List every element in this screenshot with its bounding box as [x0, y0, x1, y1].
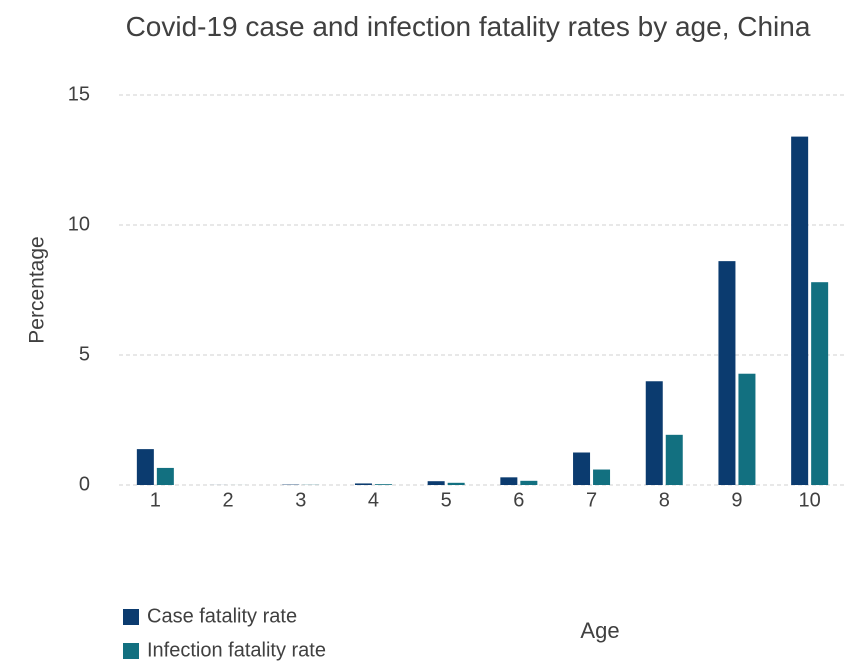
- bar: [573, 452, 591, 485]
- y-axis-label: Percentage: [26, 236, 49, 343]
- bar: [811, 282, 829, 485]
- bar: [645, 381, 663, 485]
- legend-label: Infection fatality rate: [147, 639, 326, 661]
- bar: [520, 480, 538, 485]
- x-tick-label: 2: [222, 489, 233, 511]
- legend-label: Case fatality rate: [147, 605, 297, 627]
- y-tick-label: 0: [79, 473, 90, 495]
- bar: [738, 373, 756, 485]
- x-tick-label: 4: [368, 489, 379, 511]
- x-tick-label: 5: [441, 489, 452, 511]
- x-tick-label: 8: [659, 489, 670, 511]
- chart-title: Covid-19 case and infection fatality rat…: [125, 11, 811, 42]
- legend-swatch: [123, 609, 139, 625]
- legend-swatch: [123, 643, 139, 659]
- x-tick-label: 10: [799, 489, 821, 511]
- bar: [156, 467, 174, 485]
- x-tick-label: 9: [731, 489, 742, 511]
- x-tick-label: 1: [150, 489, 161, 511]
- x-axis-label: Age: [580, 618, 619, 643]
- x-tick-label: 3: [295, 489, 306, 511]
- bar: [593, 469, 611, 485]
- bar: [791, 136, 809, 485]
- x-tick-label: 6: [513, 489, 524, 511]
- bar: [500, 477, 518, 485]
- bar: [427, 481, 445, 485]
- bar: [136, 449, 154, 485]
- bar: [354, 483, 372, 485]
- bar: [447, 482, 465, 485]
- bar: [718, 261, 736, 485]
- bar: [374, 484, 392, 485]
- y-tick-label: 15: [68, 83, 90, 105]
- x-tick-label: 7: [586, 489, 597, 511]
- y-tick-label: 10: [68, 213, 90, 235]
- y-tick-label: 5: [79, 343, 90, 365]
- bar: [665, 434, 683, 485]
